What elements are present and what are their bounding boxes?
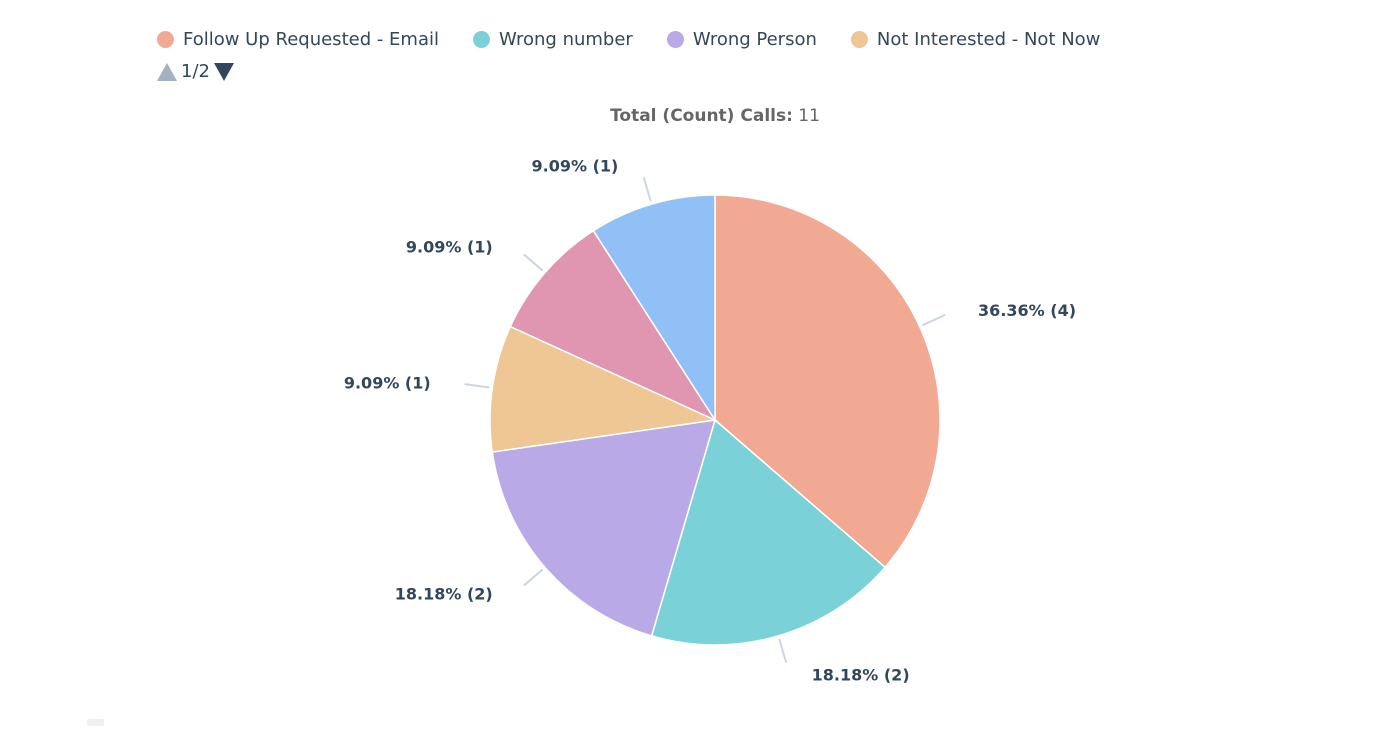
legend-dot-icon (157, 31, 174, 48)
chart-title-value: 11 (798, 106, 820, 126)
data-label: 18.18% (2) (812, 665, 910, 684)
pie-slice[interactable] (714, 194, 941, 569)
legend-dot-icon (666, 31, 684, 48)
legend-label: Wrong number (499, 29, 633, 50)
data-label: 9.09% (1) (406, 237, 493, 256)
pie-slice[interactable] (509, 229, 718, 422)
data-label-connector (523, 568, 544, 587)
data-label-connector (642, 176, 652, 202)
legend-pager: 1/2 (157, 61, 234, 82)
pie-slice[interactable] (489, 325, 718, 453)
pie-slice[interactable] (592, 194, 716, 423)
legend-item-not-interested[interactable]: Not Interested - Not Now (850, 29, 1101, 50)
data-label: 9.09% (1) (344, 373, 431, 392)
legend-next-page-icon[interactable] (213, 62, 234, 81)
data-label-connector (778, 638, 788, 664)
legend-dot-icon (473, 31, 490, 48)
data-label-connector (523, 253, 544, 272)
pie-slice[interactable] (650, 418, 887, 646)
legend-label: Wrong Person (692, 29, 817, 50)
data-label-connector (464, 383, 490, 389)
legend-item-wrong-person[interactable]: Wrong Person (666, 29, 817, 50)
pie-slice[interactable] (491, 419, 717, 637)
legend-prev-page-icon[interactable] (157, 62, 177, 81)
legend-label: Not Interested - Not Now (876, 29, 1101, 50)
data-label-connector (921, 313, 946, 327)
legend-item-wrong-number[interactable]: Wrong number (473, 29, 633, 50)
scrollbar[interactable] (87, 719, 104, 726)
legend-label: Follow Up Requested - Email (183, 29, 439, 50)
data-label: 9.09% (1) (531, 157, 618, 176)
data-label: 36.36% (4) (978, 301, 1076, 320)
legend-page-indicator: 1/2 (181, 61, 210, 82)
data-label: 18.18% (2) (395, 585, 493, 604)
chart-title-label: Total (Count) Calls: (610, 106, 793, 126)
legend-item-follow-up-email[interactable]: Follow Up Requested - Email (157, 29, 439, 50)
legend-dot-icon (850, 31, 868, 48)
legend: Follow Up Requested - Email Wrong number… (157, 29, 1100, 50)
chart-title: Total (Count) Calls: 11 (0, 106, 1393, 126)
